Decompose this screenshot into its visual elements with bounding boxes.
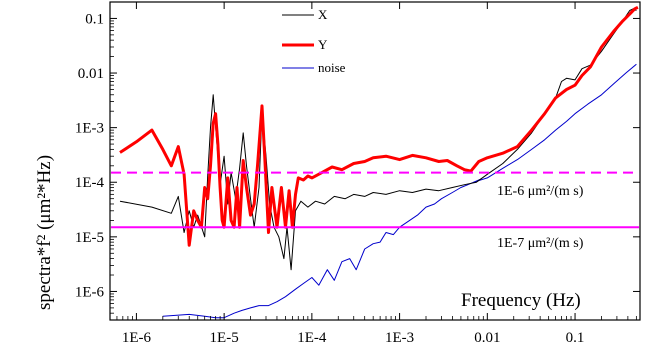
series-line-noise xyxy=(162,178,482,319)
y-tick-label: 1E-4 xyxy=(75,175,105,191)
y-axis-title: spectra*f² (μm²*Hz) xyxy=(34,155,55,310)
y-tick-label: 1E-6 xyxy=(75,284,105,300)
plot-frame xyxy=(109,1,641,321)
x-tick-label: 1E-3 xyxy=(385,330,414,346)
legend-label-y: Y xyxy=(318,37,328,52)
series-layer xyxy=(119,5,639,319)
series-line-y xyxy=(119,5,639,247)
x-tick-label: 1E-5 xyxy=(210,330,239,346)
x-axis-title: Frequency (Hz) xyxy=(461,290,581,311)
legend-label-noise: noise xyxy=(318,60,346,75)
legend: X Y noise xyxy=(282,7,346,75)
series-line-x xyxy=(119,8,637,271)
y-tick-label: 1E-5 xyxy=(75,230,104,246)
x-tick-label: 1E-4 xyxy=(297,330,327,346)
x-tick-label: 0.01 xyxy=(474,330,500,346)
x-tick-label: 0.1 xyxy=(566,330,585,346)
y-tick-label: 0.01 xyxy=(78,66,104,82)
x-tick-label: 1E-6 xyxy=(122,330,152,346)
series-line-noise-high-f xyxy=(473,63,637,183)
annotation-ref-solid: 1E-7 μm²/(m s) xyxy=(497,236,584,251)
reference-lines-layer xyxy=(111,171,639,229)
annotation-ref-dashed: 1E-6 μm²/(m s) xyxy=(497,184,584,199)
legend-label-x: X xyxy=(318,7,328,22)
y-tick-label: 0.1 xyxy=(85,11,104,27)
y-tick-label: 1E-3 xyxy=(75,121,104,137)
ticks-layer: 1E-6 1E-5 1E-4 1E-3 0.01 0.1 1E-6 1E-5 1E-4 1E-3 0… xyxy=(75,1,640,346)
